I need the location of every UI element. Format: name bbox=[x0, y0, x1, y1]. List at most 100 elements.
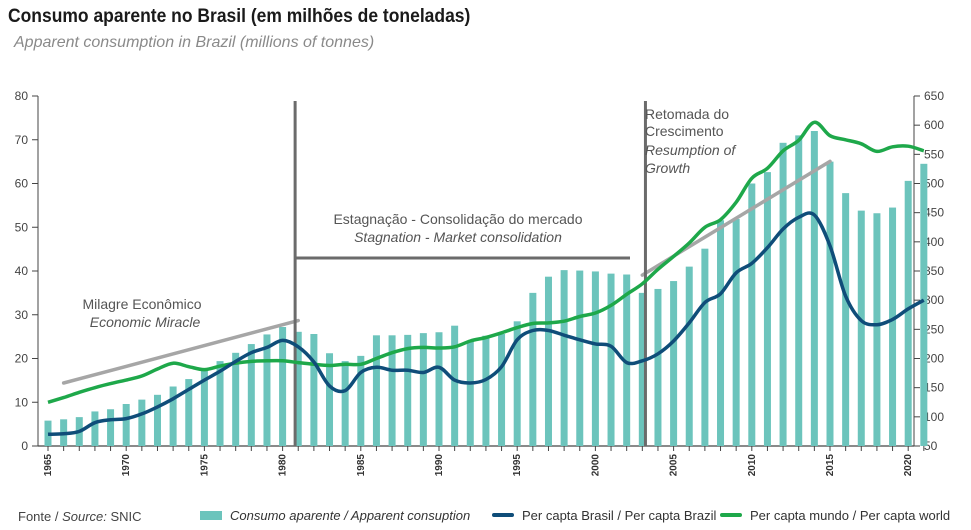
line-per-capta-mundo bbox=[47, 120, 925, 404]
annotation-retomada-en1: Resumption of bbox=[645, 142, 737, 158]
bar-consumo bbox=[748, 183, 756, 446]
bar-consumo bbox=[607, 273, 615, 446]
bar-consumo bbox=[169, 386, 177, 446]
bar-consumo bbox=[482, 335, 490, 446]
y-tick-label-left: 60 bbox=[15, 177, 29, 191]
bar-consumo bbox=[732, 218, 740, 446]
bar-consumo bbox=[247, 344, 255, 446]
x-tick-label: 2005 bbox=[669, 454, 680, 477]
annotation-estagnacao-en: Stagnation - Market consolidation bbox=[354, 229, 562, 245]
y-tick-label-right: 200 bbox=[924, 352, 944, 366]
x-tick-label: 1975 bbox=[199, 454, 210, 477]
bars-layer bbox=[44, 131, 928, 446]
bar-consumo bbox=[107, 409, 115, 446]
x-tick-label: 2015 bbox=[825, 454, 836, 477]
source-value: SNIC bbox=[106, 509, 142, 524]
annotations-layer: Milagre Econômico Economic Miracle Estag… bbox=[82, 106, 737, 330]
chart-svg: 0 10 20 30 40 50 60 70 80 50 100 150 200 250 300 350 400… bbox=[15, 89, 945, 476]
bar-consumo bbox=[529, 292, 537, 446]
y-tick-label-left: 10 bbox=[15, 395, 29, 409]
y-tick-label-left: 20 bbox=[15, 352, 29, 366]
bar-consumo bbox=[763, 172, 771, 446]
bar-consumo bbox=[920, 163, 928, 446]
bar-consumo bbox=[138, 399, 146, 446]
x-tick-label: 1970 bbox=[121, 454, 132, 477]
legend-item-brasil: Per capta Brasil / Per capta Brazil bbox=[492, 505, 716, 525]
bar-consumo bbox=[216, 361, 224, 446]
axes-layer: 0 10 20 30 40 50 60 70 80 50 100 150 200 250 300 350 400… bbox=[15, 89, 945, 476]
bar-consumo bbox=[513, 321, 521, 446]
x-tick-label: 2010 bbox=[747, 454, 758, 477]
y-tick-label-right: 300 bbox=[924, 293, 944, 307]
bar-consumo bbox=[685, 266, 693, 446]
bar-consumo bbox=[717, 220, 725, 446]
y-tick-label-right: 650 bbox=[924, 89, 944, 103]
legend-label-brasil: Per capta Brasil / Per capta Brazil bbox=[522, 507, 717, 523]
bar-consumo bbox=[419, 333, 427, 446]
y-tick-label-left: 30 bbox=[15, 308, 29, 322]
bar-consumo bbox=[279, 327, 287, 446]
bar-consumo bbox=[122, 404, 130, 446]
annotation-estagnacao-pt: Estagnação - Consolidação do mercado bbox=[333, 211, 582, 227]
y-tick-label-right: 250 bbox=[924, 322, 944, 336]
y-tick-label-right: 500 bbox=[924, 177, 944, 191]
y-tick-label-right: 350 bbox=[924, 264, 944, 278]
trend-line bbox=[61, 318, 300, 385]
x-tick-label: 1985 bbox=[356, 454, 367, 477]
source-note: Fonte / Source: SNIC bbox=[18, 509, 142, 524]
bar-consumo bbox=[435, 332, 443, 446]
bar-consumo bbox=[357, 355, 365, 446]
y-tick-label-left: 50 bbox=[15, 220, 29, 234]
bar-consumo bbox=[404, 334, 412, 446]
x-tick-label: 2000 bbox=[590, 454, 601, 477]
y-tick-label-right: 150 bbox=[924, 381, 944, 395]
bar-consumo bbox=[310, 334, 318, 446]
bar-consumo bbox=[263, 334, 271, 446]
y-tick-label-right: 550 bbox=[924, 147, 944, 161]
bar-consumo bbox=[889, 207, 897, 446]
x-tick-label: 1995 bbox=[512, 454, 523, 477]
bar-consumo bbox=[826, 161, 834, 446]
annotation-milagre-en: Economic Miracle bbox=[90, 314, 201, 330]
legend-swatch-consumo bbox=[200, 510, 222, 520]
bar-consumo bbox=[591, 271, 599, 446]
annotation-retomada-pt2: Crescimento bbox=[645, 123, 724, 139]
legend-swatch-brasil bbox=[492, 513, 514, 517]
bar-consumo bbox=[842, 193, 850, 446]
y-tick-label-right: 600 bbox=[924, 118, 944, 132]
lines-layer bbox=[47, 120, 925, 437]
x-tick-label: 1990 bbox=[434, 454, 445, 477]
legend-item-consumo: Consumo aparente / Apparent consuption bbox=[200, 505, 470, 525]
y-tick-label-right: 450 bbox=[924, 206, 944, 220]
annotation-retomada-pt1: Retomada do bbox=[645, 106, 729, 122]
bar-consumo bbox=[498, 334, 506, 446]
bar-consumo bbox=[810, 131, 818, 446]
bar-consumo bbox=[857, 210, 865, 446]
bar-consumo bbox=[388, 335, 396, 446]
y-tick-label-left: 40 bbox=[15, 264, 29, 278]
bar-consumo bbox=[904, 180, 912, 446]
bar-consumo bbox=[200, 370, 208, 446]
bar-consumo bbox=[294, 331, 302, 446]
chart-subtitle: Apparent consumption in Brazil (millions… bbox=[14, 34, 375, 51]
bar-consumo bbox=[185, 379, 193, 446]
bar-consumo bbox=[544, 276, 552, 446]
bar-consumo bbox=[451, 325, 459, 446]
source-label-italic: Source: bbox=[62, 509, 107, 524]
legend-swatch-mundo bbox=[720, 513, 742, 517]
bar-consumo bbox=[91, 411, 99, 446]
legend-label-consumo: Consumo aparente / Apparent consuption bbox=[230, 507, 471, 523]
bar-consumo bbox=[779, 142, 787, 446]
bar-consumo bbox=[466, 341, 474, 446]
y-tick-label-left: 70 bbox=[15, 133, 29, 147]
annotation-milagre-pt: Milagre Econômico bbox=[82, 296, 201, 312]
y-tick-label-right: 50 bbox=[924, 439, 938, 453]
chart-title: Consumo aparente no Brasil (em milhões d… bbox=[8, 6, 471, 27]
bar-consumo bbox=[153, 394, 161, 446]
bar-consumo bbox=[701, 248, 709, 446]
legend-item-mundo: Per capta mundo / Per capta world bbox=[720, 505, 950, 525]
x-tick-label: 1965 bbox=[43, 454, 54, 477]
bar-consumo bbox=[576, 270, 584, 446]
bar-consumo bbox=[623, 274, 631, 446]
bar-consumo bbox=[795, 135, 803, 446]
